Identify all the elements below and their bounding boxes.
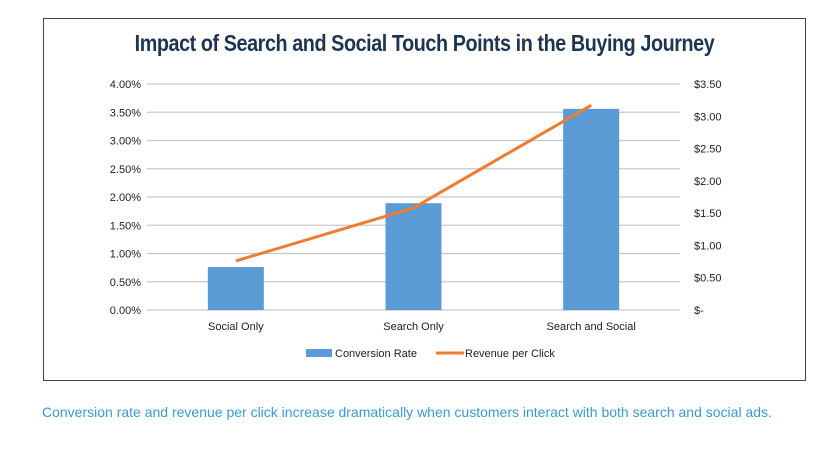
left-tick-label: 0.50% [110, 277, 141, 289]
right-tick-label: $0.50 [694, 273, 722, 285]
legend-bar-swatch [306, 349, 332, 357]
right-tick-label: $- [694, 305, 704, 317]
caption: Conversion rate and revenue per click in… [42, 404, 772, 420]
category-label: Social Only [208, 321, 264, 333]
legend-label: Conversion Rate [335, 348, 417, 360]
left-tick-label: 0.00% [110, 305, 141, 317]
chart-title: Impact of Search and Social Touch Points… [134, 30, 715, 56]
category-label: Search and Social [547, 321, 636, 333]
bar-search-only [385, 203, 442, 310]
left-tick-label: 3.50% [110, 107, 141, 119]
chart-frame [43, 18, 806, 381]
category-label: Search Only [383, 321, 444, 333]
right-tick-label: $2.00 [694, 176, 722, 188]
right-tick-label: $3.50 [694, 79, 722, 91]
left-tick-label: 2.00% [110, 192, 141, 204]
right-tick-label: $1.50 [694, 208, 722, 220]
bar-search-and-social [563, 108, 620, 310]
bar-social-only [207, 267, 264, 310]
right-tick-label: $2.50 [694, 144, 722, 156]
left-tick-label: 4.00% [110, 79, 141, 91]
left-tick-label: 2.50% [110, 164, 141, 176]
left-tick-label: 1.00% [110, 249, 141, 261]
legend-label: Revenue per Click [465, 348, 555, 360]
right-tick-label: $1.00 [694, 240, 722, 252]
left-tick-label: 1.50% [110, 220, 141, 232]
left-tick-label: 3.00% [110, 136, 141, 148]
chart: 0.00% 0.50% 1.00% 1.50% 2.00% 2.50% 3.00% 3.50%… [110, 79, 722, 360]
right-tick-label: $3.00 [694, 111, 722, 123]
